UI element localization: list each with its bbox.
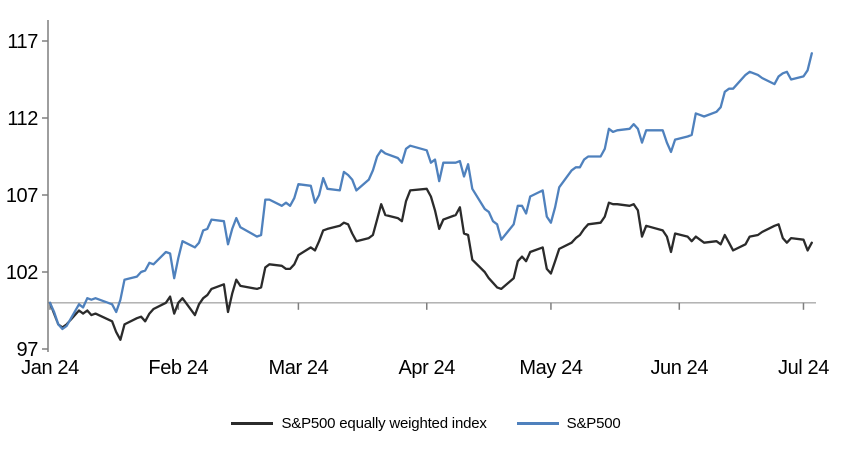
legend-label-sp500: S&P500 [566,414,621,432]
legend-label-equal-weight: S&P500 equally weighted index [281,414,487,432]
y-tick-label: 97 [17,339,39,361]
x-tick-label: Mar 24 [268,357,328,379]
y-tick-label: 107 [6,185,38,207]
x-tick-label: Jun 24 [650,357,708,379]
equal-weight-line [48,187,813,341]
chart-legend: S&P500 equally weighted index S&P500 [0,412,852,434]
legend-item-sp500: S&P500 [516,414,621,432]
legend-item-equal-weight: S&P500 equally weighted index [231,414,487,432]
x-tick-label: Apr 24 [398,357,455,379]
y-tick-label: 117 [7,31,38,53]
sp500-line-swatch [516,421,559,425]
y-tick-label: 112 [7,108,38,130]
sp500-line [48,52,813,331]
equal-weight-line-swatch [231,421,274,425]
x-tick-label: Jan 24 [21,357,79,379]
x-tick-label: Feb 24 [148,357,208,379]
y-tick-label: 102 [6,262,38,284]
x-tick-label: May 24 [519,357,582,379]
x-tick-label: Jul 24 [778,357,829,379]
